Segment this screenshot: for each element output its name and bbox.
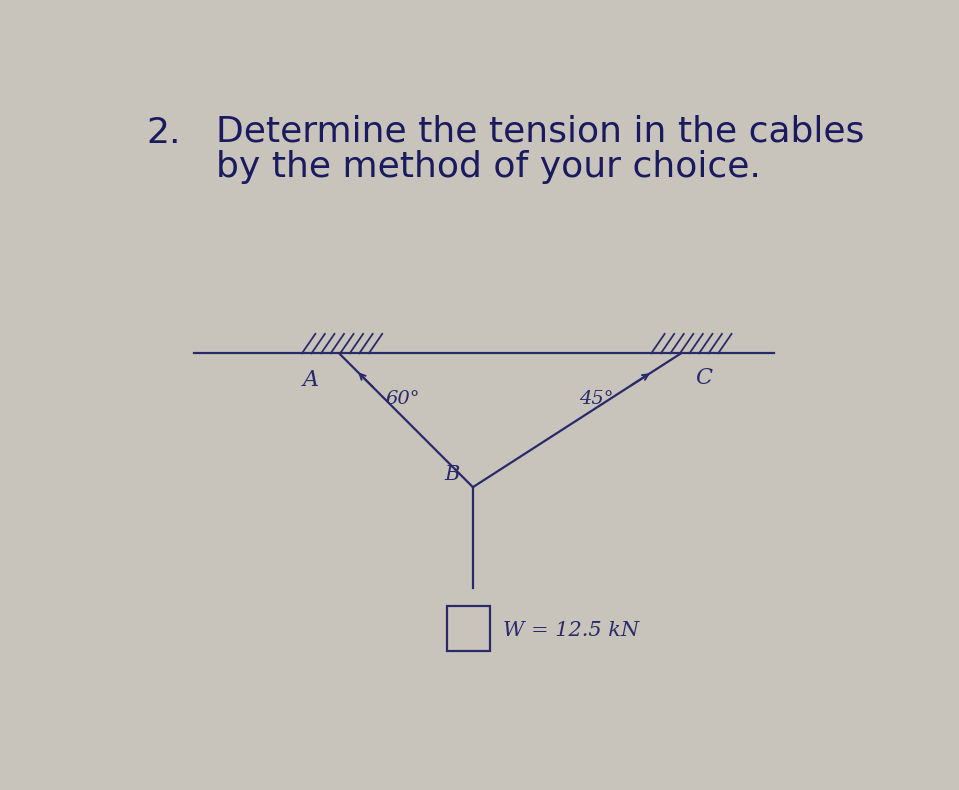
Text: 60°: 60°	[386, 389, 420, 408]
Bar	[447, 606, 490, 652]
Text: C: C	[695, 367, 712, 389]
Text: 45°: 45°	[579, 389, 614, 408]
Text: 2.: 2.	[146, 116, 180, 150]
Text: by the method of your choice.: by the method of your choice.	[217, 149, 761, 183]
Text: Determine the tension in the cables: Determine the tension in the cables	[217, 115, 865, 149]
Text: A: A	[303, 368, 319, 390]
Text: B: B	[444, 465, 459, 484]
Text: W = 12.5 kN: W = 12.5 kN	[503, 622, 640, 641]
